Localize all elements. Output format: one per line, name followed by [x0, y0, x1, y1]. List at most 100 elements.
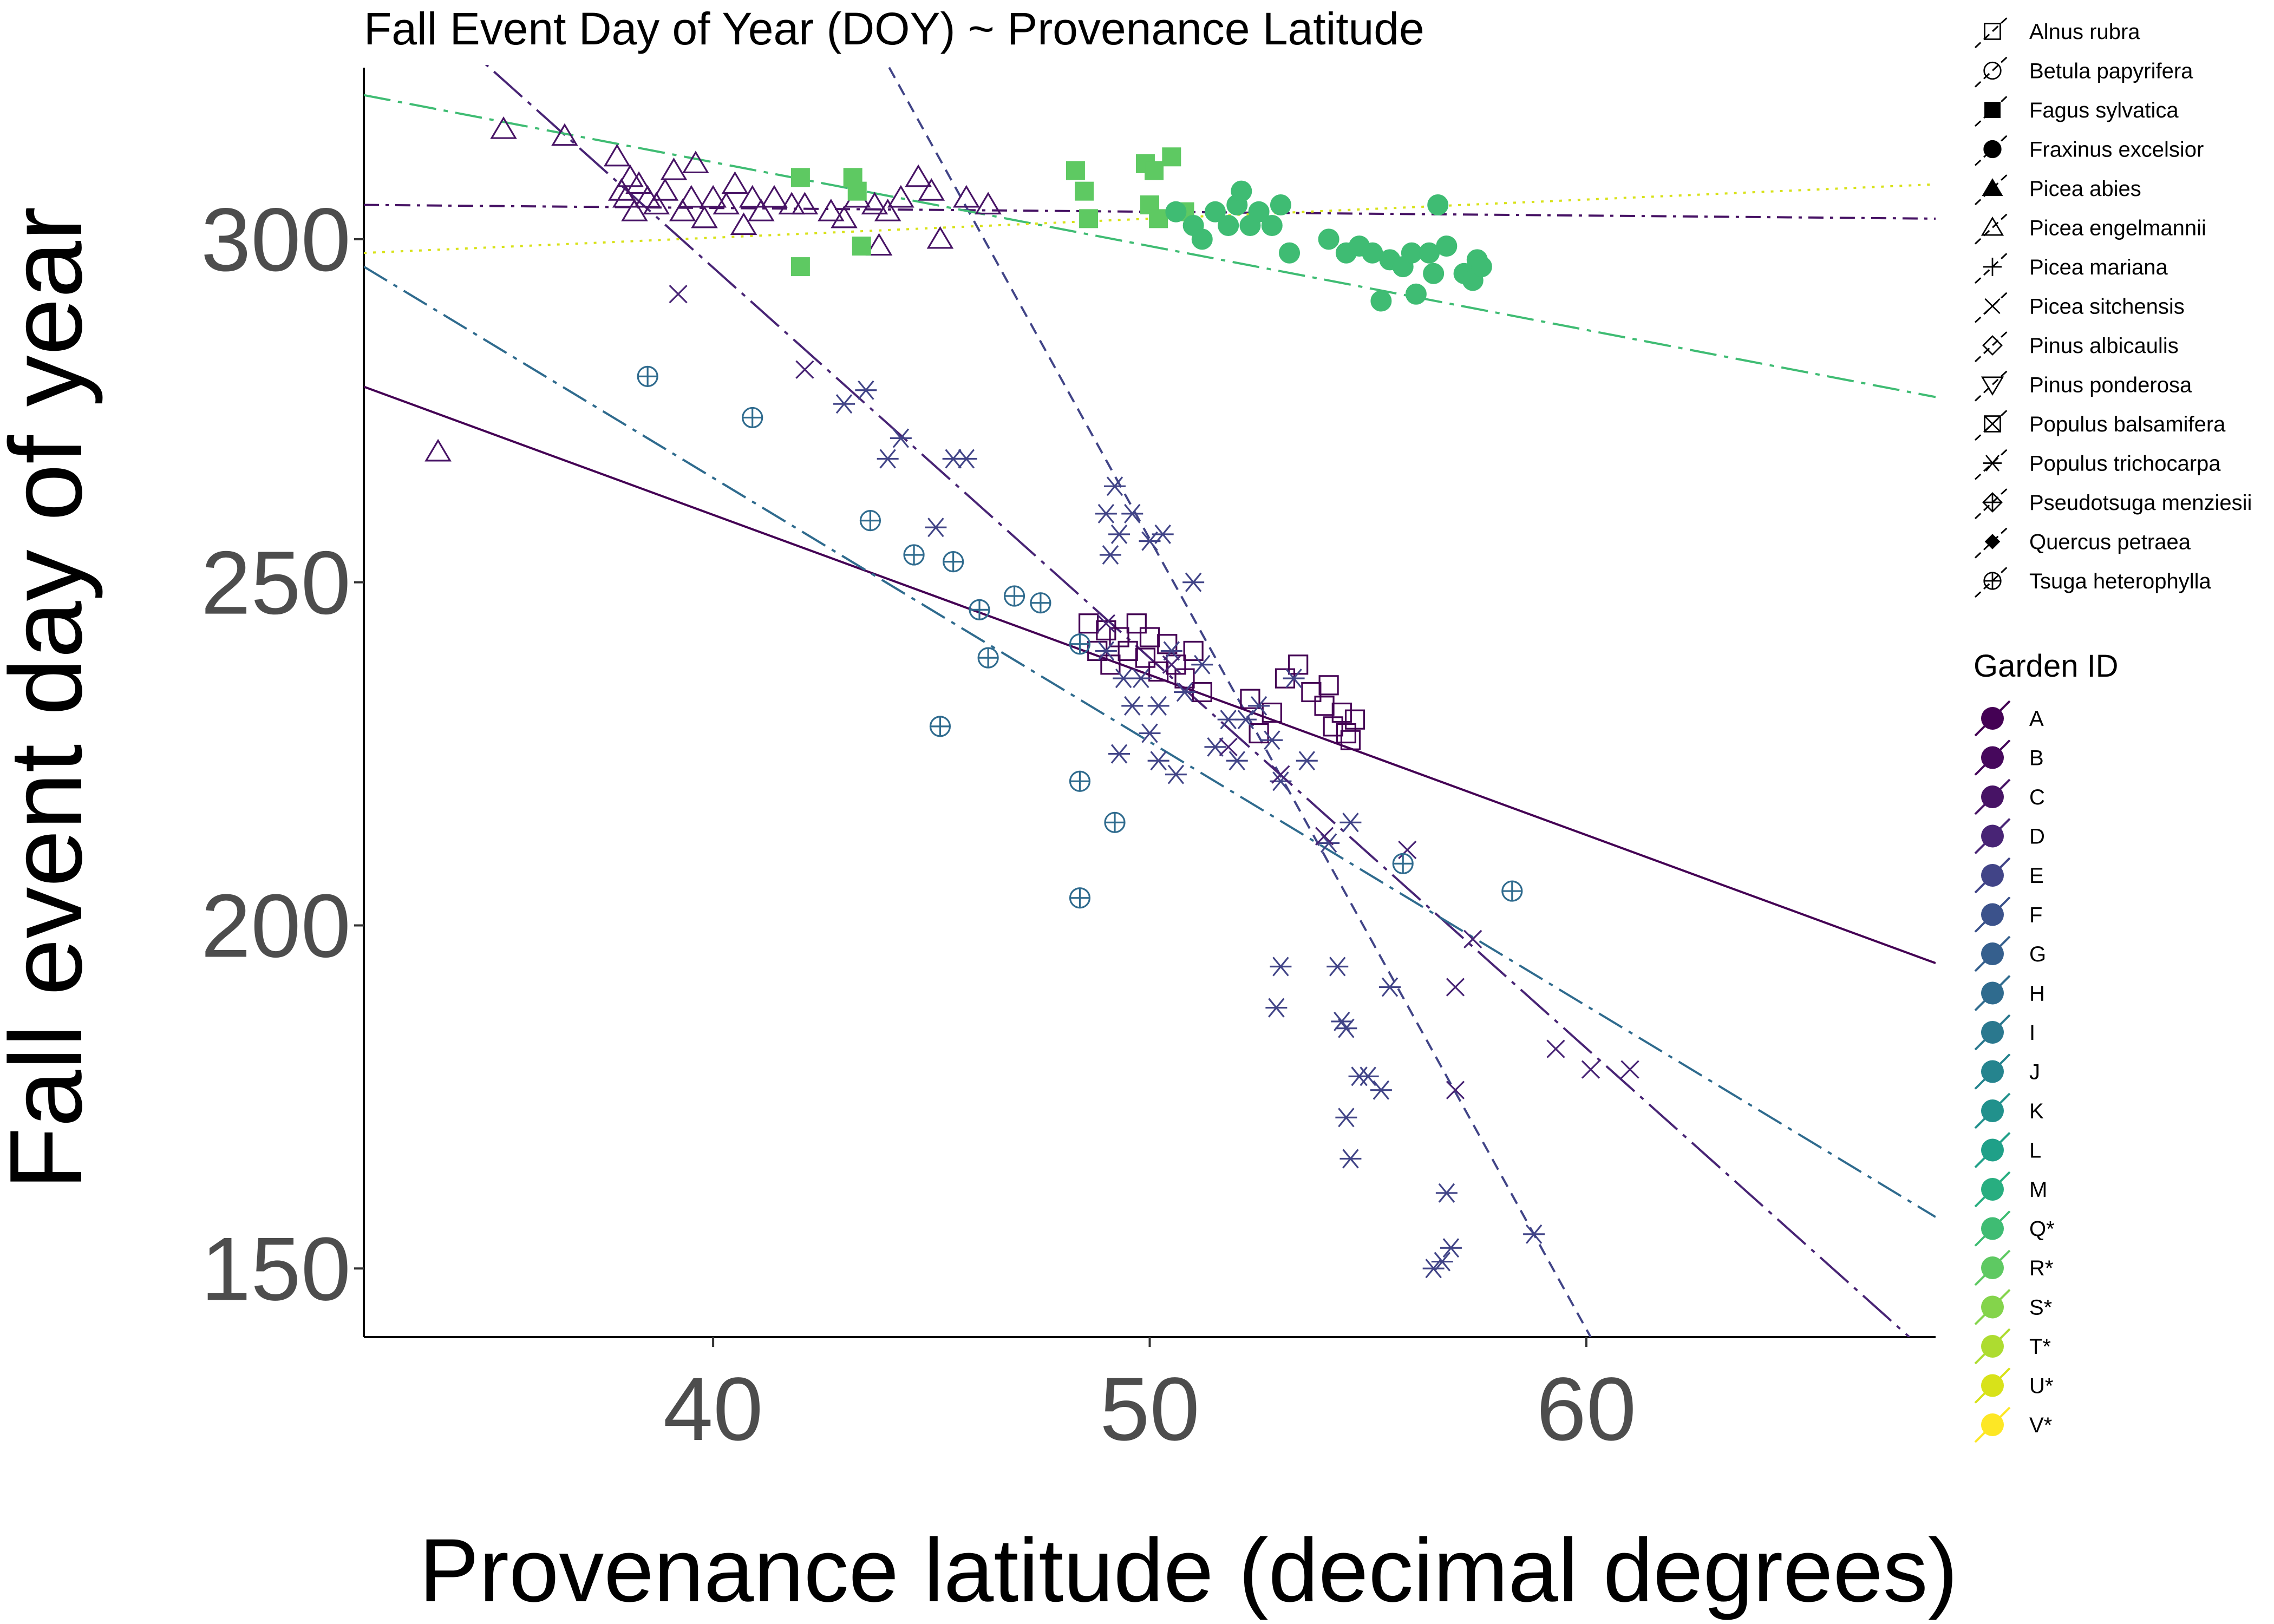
species-legend-item: Picea sitchensis: [1974, 289, 2185, 323]
legend-color-key: [1981, 1374, 2004, 1397]
point-picea-engelmannii: [682, 150, 709, 174]
legend-shape-key: [1982, 492, 2003, 513]
point-alnus-rubra: [1301, 682, 1322, 703]
garden-legend-item: V*: [1974, 1406, 2052, 1443]
species-legend-label: Picea mariana: [2029, 256, 2168, 279]
point-populus-trichocarpa: [1165, 764, 1187, 784]
point-tsuga-heterophylla: [637, 365, 658, 388]
garden-legend-label: Q*: [2029, 1217, 2055, 1241]
garden-legend-item: E: [1974, 857, 2044, 894]
point-picea-engelmannii: [887, 185, 914, 208]
legend-color-key: [1981, 1217, 2004, 1240]
species-legend-label: Pinus albicaulis: [2029, 334, 2179, 358]
point-tsuga-heterophylla: [1104, 811, 1126, 833]
garden-legend-item: L: [1974, 1132, 2041, 1168]
point-populus-trichocarpa: [1370, 1080, 1392, 1100]
species-legend-item: Alnus rubra: [1974, 14, 2140, 49]
point-populus-trichocarpa: [890, 428, 912, 448]
point-alnus-rubra: [1174, 668, 1195, 689]
point-alnus-rubra: [1318, 675, 1339, 696]
point-alnus-rubra: [1331, 702, 1352, 723]
legend-shape-key: [1983, 140, 2002, 159]
legend-shape-key: [1983, 455, 2002, 472]
point-picea-engelmannii: [721, 171, 749, 194]
species-legend-item: Picea abies: [1974, 171, 2141, 206]
garden-legend-label: G: [2029, 942, 2046, 966]
species-legend-label: Pseudotsuga menziesii: [2029, 491, 2252, 515]
regression-line-e: [886, 65, 1592, 1337]
garden-legend-item: Q*: [1974, 1210, 2055, 1247]
species-legend-label: Populus trichocarpa: [2029, 452, 2221, 476]
legend-shape-key: [1984, 534, 2001, 549]
garden-legend-item: A: [1974, 700, 2044, 737]
point-populus-trichocarpa: [855, 380, 877, 400]
species-legend-label: Betula papyrifera: [2029, 60, 2193, 83]
point-populus-trichocarpa: [1283, 669, 1305, 689]
point-picea-engelmannii: [490, 116, 517, 139]
point-fraxinus-excelsior: [1471, 256, 1492, 278]
point-picea-engelmannii: [761, 185, 788, 208]
garden-legend-item: B: [1974, 739, 2044, 776]
garden-legend-item: M: [1974, 1171, 2047, 1208]
legend-color-key: [1981, 824, 2004, 848]
point-tsuga-heterophylla: [1501, 880, 1523, 902]
point-fraxinus-excelsior: [1270, 194, 1291, 216]
species-legend-item: Quercus petraea: [1974, 525, 2191, 559]
point-fagus-sylvatica: [1162, 147, 1181, 167]
point-tsuga-heterophylla: [1069, 770, 1091, 792]
point-alnus-rubra: [1344, 709, 1365, 730]
point-populus-trichocarpa: [1130, 669, 1152, 689]
legend-line-key: [1974, 14, 2011, 49]
y-tick-label: 300: [201, 190, 351, 290]
garden-legend-label: T*: [2029, 1335, 2051, 1359]
point-populus-trichocarpa: [1099, 545, 1121, 565]
point-alnus-rubra: [1139, 627, 1160, 647]
legend-line-key: [1974, 171, 2011, 206]
point-picea-sitchensis: [1446, 1081, 1465, 1099]
species-legend-label: Picea sitchensis: [2029, 295, 2185, 319]
point-alnus-rubra: [1118, 640, 1138, 662]
species-legend-item: Picea engelmannii: [1974, 211, 2206, 245]
series-picea-sitchensis: [669, 285, 1639, 1099]
legend-shape-key: [1984, 298, 2001, 315]
regression-line-qstar: [364, 94, 1936, 398]
point-populus-trichocarpa: [1435, 1183, 1458, 1203]
regression-line-h: [364, 265, 1936, 1218]
legend-color-key: [1981, 981, 2004, 1005]
point-picea-engelmannii: [874, 199, 901, 221]
point-populus-trichocarpa: [1270, 957, 1292, 977]
y-axis-title: Fall event day of year: [0, 207, 103, 1190]
garden-legend-label: I: [2029, 1021, 2035, 1045]
legend-shape-key: [1982, 335, 2003, 356]
point-populus-trichocarpa: [1379, 977, 1401, 997]
point-picea-sitchensis: [795, 360, 814, 379]
point-tsuga-heterophylla: [929, 716, 951, 737]
point-fraxinus-excelsior: [1405, 283, 1427, 305]
chart-title: Fall Event Day of Year (DOY) ~ Provenanc…: [364, 3, 1424, 54]
point-populus-trichocarpa: [1191, 654, 1213, 675]
legend-color-key: [1981, 1256, 2004, 1279]
legend-shape-key: [1984, 102, 2001, 118]
legend-shape-key: [1983, 572, 2002, 590]
garden-legend-label: S*: [2029, 1296, 2052, 1320]
series-fraxinus-excelsior: [1165, 180, 1492, 312]
garden-legend-item: K: [1974, 1092, 2044, 1129]
garden-legend-label: C: [2029, 785, 2045, 809]
legend-line-key: [1974, 289, 2011, 323]
species-legend-item: Pinus ponderosa: [1974, 368, 2192, 402]
garden-legend-item: I: [1974, 1014, 2035, 1051]
point-alnus-rubra: [1314, 696, 1335, 716]
point-populus-trichocarpa: [1248, 696, 1270, 716]
point-populus-trichocarpa: [833, 394, 855, 414]
point-populus-trichocarpa: [1147, 751, 1169, 771]
point-fraxinus-excelsior: [1436, 235, 1458, 257]
point-populus-trichocarpa: [955, 449, 977, 469]
legend-line-key: [1974, 132, 2011, 166]
point-alnus-rubra: [1240, 689, 1260, 709]
legend-line-key: [1974, 564, 2011, 598]
garden-legend-label: D: [2029, 825, 2045, 849]
point-populus-trichocarpa: [1440, 1238, 1462, 1258]
point-tsuga-heterophylla: [943, 551, 964, 573]
legend-color-key: [1981, 903, 2004, 926]
